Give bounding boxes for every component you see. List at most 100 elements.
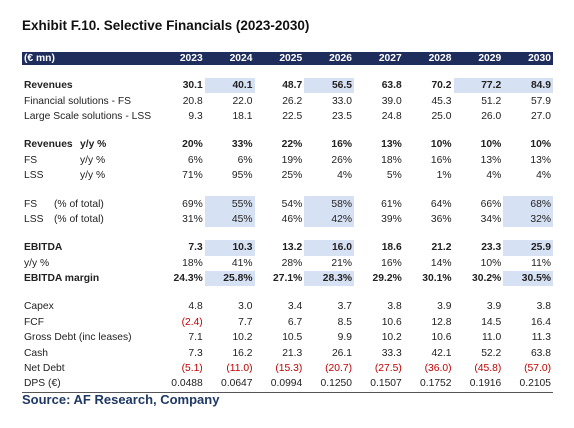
value-cell: (27.5) bbox=[374, 363, 402, 375]
row-name: EBITDA bbox=[24, 242, 63, 254]
value-cell: 24.8 bbox=[381, 110, 402, 122]
value-cell: 10.2 bbox=[232, 332, 253, 344]
value-cell: 64% bbox=[430, 198, 452, 210]
data-row: FS y/y % 6% 6% 19% 26% 18% 16% 13% 13% bbox=[22, 153, 553, 168]
value-cell: 63.8 bbox=[381, 80, 402, 92]
row-name: Revenues bbox=[24, 80, 73, 92]
value-cell: 45.3 bbox=[431, 95, 452, 107]
value-cell: 57.9 bbox=[530, 95, 551, 107]
value-cell: 70.2 bbox=[431, 80, 452, 92]
value-cell: 26.1 bbox=[331, 347, 352, 359]
value-cell: 36% bbox=[430, 213, 452, 225]
row-label: Large Scale solutions - LSS bbox=[22, 109, 155, 124]
value-cell: 3.7 bbox=[337, 301, 352, 313]
spacer-row bbox=[22, 183, 553, 196]
value-cell: 27.0 bbox=[530, 110, 551, 122]
value-cell: 12.8 bbox=[431, 316, 452, 328]
value-cell: 16.2 bbox=[232, 347, 253, 359]
value-cell: 25% bbox=[281, 170, 303, 182]
value-cell: 14% bbox=[430, 257, 452, 269]
value-cell: 95% bbox=[231, 170, 253, 182]
value-cell: 11.0 bbox=[481, 332, 502, 344]
year-header: 2024 bbox=[204, 52, 255, 65]
value-cell: 69% bbox=[182, 198, 203, 210]
value-cell: 39% bbox=[381, 213, 402, 225]
value-cell: 7.3 bbox=[188, 242, 203, 254]
value-cell: 3.0 bbox=[238, 301, 253, 313]
value-cell: 16% bbox=[430, 154, 452, 166]
value-cell: 22.0 bbox=[232, 95, 253, 107]
row-name: FCF bbox=[24, 316, 45, 328]
value-cell: 16% bbox=[381, 257, 402, 269]
value-cell: 66% bbox=[480, 198, 502, 210]
value-cell: 23.5 bbox=[331, 110, 352, 122]
value-cell: 3.8 bbox=[387, 301, 402, 313]
value-cell: 13% bbox=[530, 154, 551, 166]
value-cell: 8.5 bbox=[337, 316, 352, 328]
data-row: y/y % 18% 41% 28% 21% 16% 14% 10% 11% bbox=[22, 256, 553, 271]
value-cell: 7.3 bbox=[188, 347, 203, 359]
value-cell: 1% bbox=[436, 170, 452, 182]
value-cell: 30.1 bbox=[182, 80, 203, 92]
value-cell: 61% bbox=[381, 198, 402, 210]
value-cell: 3.8 bbox=[536, 301, 551, 313]
header-row: (€ mn) 2023 2024 2025 2026 2027 2028 2029 2030 bbox=[22, 52, 553, 65]
value-cell: 10% bbox=[530, 139, 551, 151]
value-cell: 26% bbox=[331, 154, 352, 166]
value-cell: (20.7) bbox=[325, 363, 352, 375]
row-label: Revenues bbox=[22, 78, 155, 93]
value-cell: 24.3% bbox=[173, 273, 203, 285]
data-row: Revenues 30.1 40.1 48.7 56.5 63.8 70.2 77.2 84.9 bbox=[22, 78, 553, 94]
spacer-cell bbox=[22, 183, 553, 196]
value-cell: 6% bbox=[187, 154, 203, 166]
value-cell: 42% bbox=[304, 211, 354, 228]
value-cell: (15.3) bbox=[275, 363, 303, 375]
row-label: DPS (€) bbox=[22, 376, 155, 393]
value-cell: 58% bbox=[304, 196, 354, 212]
value-cell: 63.8 bbox=[530, 347, 551, 359]
value-cell: 0.0488 bbox=[155, 376, 205, 393]
row-label: Gross Debt (inc leases) bbox=[22, 330, 155, 345]
value-cell: 18.6 bbox=[381, 242, 402, 254]
spacer-row bbox=[22, 124, 553, 137]
value-cell: 84.9 bbox=[503, 78, 553, 94]
value-cell: 22.5 bbox=[282, 110, 303, 122]
spacer-row bbox=[22, 227, 553, 240]
row-label: Financial solutions - FS bbox=[22, 93, 155, 108]
value-cell: 55% bbox=[204, 196, 255, 212]
source-note: Source: AF Research, Company bbox=[22, 392, 220, 407]
spacer-row bbox=[22, 65, 553, 78]
data-row: Revenues y/y % 20% 33% 22% 16% 13% 10% 10% 10% bbox=[22, 137, 553, 152]
value-cell: 4.8 bbox=[188, 301, 203, 313]
row-label: EBITDA margin bbox=[22, 271, 155, 286]
value-cell: 10% bbox=[430, 139, 452, 151]
value-cell: 3.9 bbox=[437, 301, 452, 313]
value-cell: 0.1916 bbox=[453, 376, 504, 393]
value-cell: (36.0) bbox=[424, 363, 452, 375]
spacer-cell bbox=[22, 286, 553, 299]
row-name: Gross Debt (inc leases) bbox=[24, 332, 132, 344]
row-sub-label: (% of total) bbox=[54, 198, 104, 210]
value-cell: 30.2% bbox=[472, 273, 502, 285]
row-name: EBITDA margin bbox=[24, 273, 100, 285]
value-cell: (57.0) bbox=[524, 363, 551, 375]
value-cell: (5.1) bbox=[181, 363, 203, 375]
year-header: 2025 bbox=[254, 52, 305, 65]
value-cell: 39.0 bbox=[381, 95, 402, 107]
header-label: (€ mn) bbox=[22, 52, 155, 65]
value-cell: 11.3 bbox=[531, 332, 551, 344]
data-row: Cash 7.3 16.2 21.3 26.1 33.3 42.1 52.2 63.8 bbox=[22, 345, 553, 360]
value-cell: 20% bbox=[182, 139, 203, 151]
exhibit-title: Exhibit F.10. Selective Financials (2023… bbox=[22, 18, 310, 33]
value-cell: 27.1% bbox=[273, 273, 303, 285]
value-cell: 33.3 bbox=[381, 347, 402, 359]
year-header: 2023 bbox=[155, 52, 205, 65]
row-name: y/y % bbox=[24, 257, 50, 269]
row-name: FS bbox=[24, 198, 38, 210]
value-cell: 25.0 bbox=[431, 110, 452, 122]
value-cell: 0.0647 bbox=[204, 376, 255, 393]
value-cell: 9.3 bbox=[188, 110, 203, 122]
value-cell: 30.1% bbox=[422, 273, 452, 285]
data-row: FCF (2.4) 7.7 6.7 8.5 10.6 12.8 14.5 16.4 bbox=[22, 315, 553, 330]
value-cell: 6% bbox=[237, 154, 253, 166]
